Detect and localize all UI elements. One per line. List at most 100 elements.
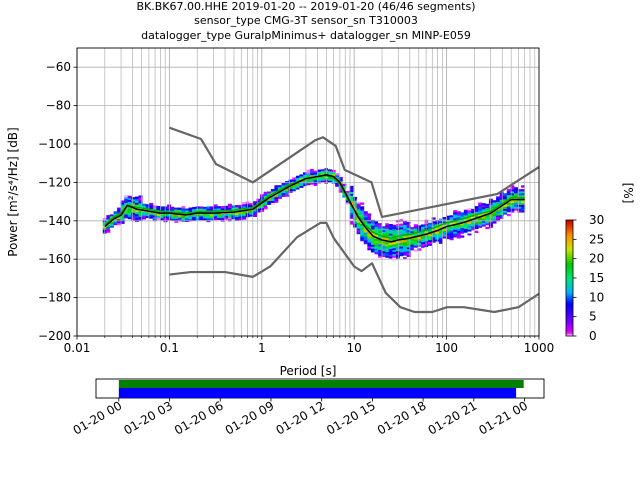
- heatmap-cell: [353, 200, 358, 203]
- heatmap-cell: [446, 236, 450, 240]
- heatmap-cell: [370, 215, 375, 218]
- heatmap-cell: [317, 173, 322, 176]
- heatmap-cell: [199, 208, 204, 211]
- heatmap-cell: [453, 229, 458, 232]
- heatmap-cell: [138, 199, 143, 202]
- heatmap-cell: [503, 216, 508, 219]
- heatmap-cell: [474, 219, 479, 222]
- colorbar-segment: [566, 293, 573, 296]
- heatmap-cell: [113, 219, 118, 222]
- heatmap-cell: [202, 206, 207, 209]
- heatmap-cell: [388, 244, 393, 248]
- heatmap-cell: [471, 226, 476, 229]
- heatmap-cell: [356, 231, 361, 235]
- heatmap-cell: [360, 223, 365, 226]
- heatmap-cell: [442, 236, 447, 239]
- heatmap-cell: [185, 221, 189, 224]
- heatmap-cell: [363, 232, 368, 235]
- heatmap-cell: [378, 240, 383, 243]
- heatmap-cell: [263, 191, 268, 195]
- heatmap-cell: [363, 240, 368, 243]
- heatmap-cell: [313, 174, 318, 177]
- heatmap-cell: [367, 238, 372, 241]
- colorbar-segment: [566, 254, 573, 258]
- timeline-tick-label: 01-20 06: [172, 398, 226, 437]
- colorbar: 0 5 10 15 20 25 30 [%]: [565, 183, 635, 343]
- heatmap-cell: [281, 194, 286, 197]
- heatmap-cell: [456, 230, 461, 233]
- colorbar-segment: [566, 326, 573, 329]
- heatmap-cell: [313, 179, 318, 183]
- heatmap-cell: [378, 255, 383, 258]
- heatmap-cell: [356, 199, 361, 202]
- heatmap-cell: [159, 206, 164, 209]
- heatmap-cell: [109, 227, 114, 230]
- heatmap-cell: [378, 228, 383, 231]
- heatmap-cell: [159, 217, 164, 221]
- heatmap-cell: [263, 193, 268, 196]
- heatmap-cell: [517, 191, 522, 194]
- heatmap-cell: [496, 199, 501, 203]
- colorbar-segment: [566, 221, 573, 225]
- heatmap-cell: [406, 254, 411, 257]
- heatmap-cell: [138, 218, 143, 221]
- heatmap-cell: [492, 200, 497, 203]
- heatmap-cell: [335, 184, 340, 187]
- colorbar-segment: [566, 289, 573, 292]
- heatmap-cell: [356, 220, 361, 223]
- heatmap-cell: [374, 251, 379, 255]
- heatmap-cell: [399, 225, 404, 228]
- heatmap-cell: [156, 215, 161, 218]
- heatmap-cell: [370, 246, 375, 249]
- heatmap-cell: [428, 237, 433, 241]
- heatmap-cell: [385, 253, 390, 256]
- heatmap-cell: [306, 175, 311, 178]
- heatmap-cell: [163, 208, 168, 211]
- heatmap-cell: [356, 218, 361, 221]
- heatmap-cell: [417, 229, 422, 232]
- heatmap-cell: [453, 231, 458, 234]
- heatmap-cell: [106, 230, 111, 233]
- heatmap-cell: [506, 188, 511, 192]
- heatmap-cell: [370, 250, 375, 253]
- heatmap-cell: [320, 170, 325, 174]
- heatmap-cell: [521, 185, 526, 188]
- heatmap-cell: [410, 240, 415, 243]
- heatmap-cell: [295, 185, 300, 188]
- heatmap-cell: [310, 168, 315, 172]
- heatmap-cell: [238, 204, 243, 207]
- colorbar-segment: [566, 314, 573, 318]
- heatmap-cell: [406, 229, 411, 232]
- heatmap-cell: [213, 208, 218, 211]
- heatmap-cell: [353, 217, 358, 220]
- heatmap-cell: [370, 227, 375, 230]
- colorbar-tick-label: 20: [589, 252, 604, 266]
- heatmap-cell: [113, 213, 118, 216]
- heatmap-cell: [378, 224, 383, 227]
- heatmap-cell: [249, 214, 254, 217]
- heatmap-cell: [485, 215, 490, 218]
- heatmap-cell: [106, 215, 111, 218]
- grid-lines: [76, 48, 539, 337]
- heatmap-cell: [385, 242, 390, 245]
- heatmap-cell: [367, 228, 372, 232]
- heatmap-cell: [474, 207, 479, 210]
- heatmap-cell: [138, 201, 143, 204]
- colorbar-segment: [566, 303, 573, 306]
- heatmap-cell: [238, 212, 243, 215]
- heatmap-cell: [392, 259, 397, 262]
- heatmap-cell: [174, 218, 179, 222]
- heatmap-cell: [131, 197, 136, 200]
- heatmap-cell: [492, 202, 497, 205]
- heatmap-cell: [499, 197, 504, 200]
- colorbar-segment: [566, 241, 573, 244]
- heatmap-cell: [285, 192, 290, 195]
- heatmap-cell: [381, 237, 386, 240]
- heatmap-cell: [349, 195, 354, 198]
- heatmap-cell: [517, 189, 522, 192]
- y-tick-label: −60: [46, 60, 71, 74]
- heatmap-cell: [378, 230, 383, 233]
- heatmap-cell: [338, 188, 343, 191]
- heatmap-cell: [134, 217, 139, 220]
- colorbar-segment: [566, 324, 573, 327]
